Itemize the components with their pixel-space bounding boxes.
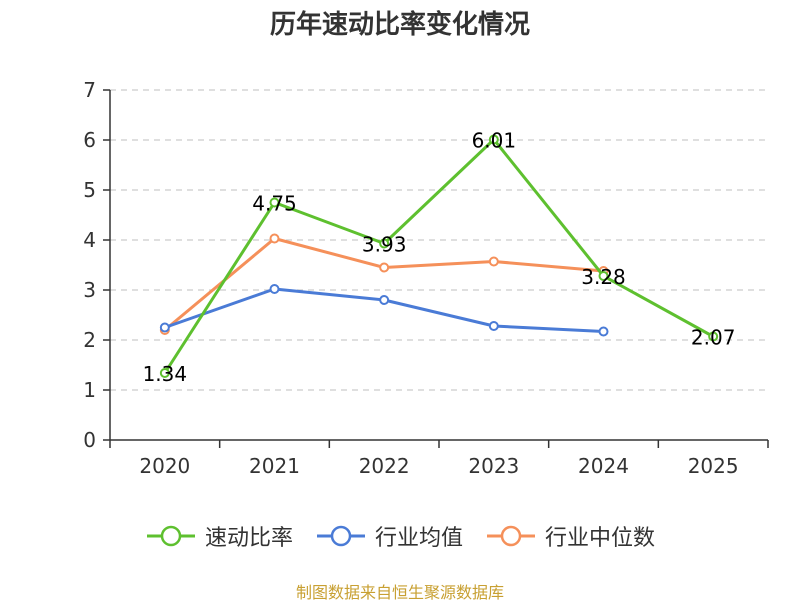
legend-swatch-industry-average <box>316 525 365 547</box>
y-tick-label-5: 5 <box>83 178 96 202</box>
data-point-speed-2025 <box>708 331 719 342</box>
data-label-speed-2020: 1.34 <box>143 362 188 386</box>
y-tick-label-4: 4 <box>83 228 96 252</box>
data-label-speed-2023: 6.01 <box>472 129 517 153</box>
x-tick-label-2022: 2022 <box>359 454 410 478</box>
data-label-speed-2025: 2.07 <box>691 326 736 350</box>
legend-swatch-industry-median <box>487 525 535 547</box>
data-point-avg-2020 <box>159 322 170 333</box>
data-point-speed-2020 <box>159 368 170 378</box>
data-point-speed-2024 <box>598 271 609 281</box>
data-point-speed-2023 <box>488 134 499 145</box>
series-line-speed <box>163 138 714 374</box>
data-point-median-2022 <box>379 262 390 273</box>
legend-label-industry-median: 行业中位数 <box>545 526 656 551</box>
data-source-note: 制图数据来自恒生聚源数据库 <box>295 583 504 602</box>
legend-item-industry-average[interactable]: 行业均值 <box>315 520 463 552</box>
y-tick-label-2: 2 <box>83 328 96 352</box>
data-label-speed-2021: 4.75 <box>252 192 297 216</box>
y-tick-label-3: 3 <box>83 278 96 302</box>
data-point-avg-2022 <box>379 295 390 305</box>
y-tick-label-0: 0 <box>83 428 96 452</box>
legend-item-industry-median[interactable]: 行业中位数 <box>485 520 655 552</box>
data-point-speed-2022 <box>379 238 390 249</box>
data-point-speed-2021 <box>269 197 280 208</box>
chart-title: 历年速动比率变化情况 <box>269 10 530 40</box>
legend-swatch-speed-ratio <box>146 525 195 547</box>
data-point-avg-2024 <box>598 326 609 337</box>
x-tick-label-2024: 2024 <box>578 454 629 478</box>
data-label-speed-2022: 3.93 <box>362 233 407 257</box>
y-tick-label-7: 7 <box>83 78 96 102</box>
data-point-median-2021 <box>269 233 280 244</box>
data-point-avg-2023 <box>488 321 499 331</box>
legend-item-speed-ratio[interactable]: 速动比率 <box>145 520 293 552</box>
x-tick-label-2021: 2021 <box>249 454 300 478</box>
y-tick-label-6: 6 <box>83 128 96 152</box>
y-tick-label-1: 1 <box>83 378 96 402</box>
legend-label-speed-ratio: 速动比率 <box>204 526 293 551</box>
data-point-median-2023 <box>488 256 499 267</box>
legend-label-industry-average: 行业均值 <box>374 526 463 551</box>
data-label-speed-2024: 3.28 <box>581 265 626 289</box>
data-point-avg-2021 <box>269 284 280 294</box>
legend: 速动比率 行业均值 行业中位数 <box>0 520 800 552</box>
x-tick-label-2025: 2025 <box>688 454 739 478</box>
x-tick-label-2023: 2023 <box>468 454 519 478</box>
x-tick-label-2020: 2020 <box>139 454 190 478</box>
